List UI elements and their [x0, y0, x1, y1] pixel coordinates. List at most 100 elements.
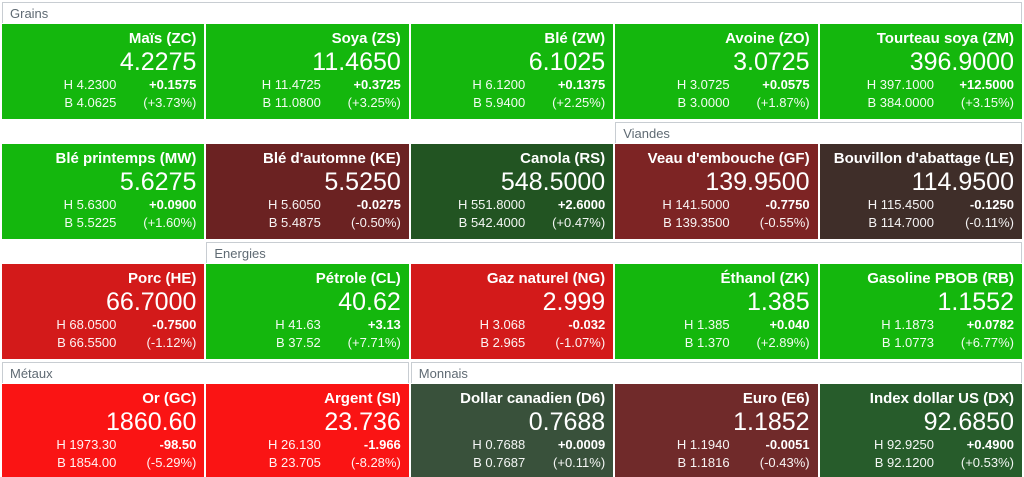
quote-change: +12.5000 — [959, 77, 1014, 93]
low-value: 2.965 — [492, 335, 526, 351]
quote-low: B 37.52 — [276, 334, 321, 352]
quote-change-pct: (+6.77%) — [960, 335, 1014, 351]
high-label: H — [63, 77, 73, 93]
quote-tile-dx[interactable]: Index dollar US (DX) 92.6850 H 92.9250 +… — [819, 384, 1022, 477]
quote-price: 6.1025 — [528, 47, 606, 76]
quote-tile-zc[interactable]: Maïs (ZC) 4.2275 H 4.2300 +0.1575 B 4.06… — [2, 24, 205, 119]
quote-change: -0.7750 — [765, 197, 810, 213]
quote-low-row: B 1.0773 (+6.77%) — [828, 334, 1014, 352]
quote-low: B 11.0800 — [262, 94, 320, 112]
section-label: Métaux — [10, 365, 53, 381]
quote-change: -1.966 — [363, 437, 401, 453]
quote-high-row: H 11.4725 +0.3725 — [214, 76, 401, 94]
quote-change-pct: (+7.71%) — [347, 335, 401, 351]
high-value: 5.6300 — [76, 197, 117, 213]
quote-low: B 1.0773 — [882, 334, 934, 352]
section-label: Viandes — [623, 125, 670, 141]
quote-tile-ke[interactable]: Blé d'automne (KE) 5.5250 H 5.6050 -0.02… — [206, 144, 409, 239]
quote-tile-mw[interactable]: Blé printemps (MW) 5.6275 H 5.6300 +0.09… — [2, 144, 205, 239]
quote-title: Gasoline PBOB (RB) — [867, 270, 1014, 287]
section-header-band: Energies — [2, 242, 1022, 263]
quote-tile-zk[interactable]: Éthanol (ZK) 1.385 H 1.385 +0.040 B 1.37… — [615, 264, 818, 359]
quote-tile-zs[interactable]: Soya (ZS) 11.4650 H 11.4725 +0.3725 B 11… — [206, 24, 409, 119]
quote-tile-rb[interactable]: Gasoline PBOB (RB) 1.1552 H 1.1873 +0.07… — [819, 264, 1022, 359]
quote-high: H 0.7688 — [472, 436, 525, 454]
high-label: H — [676, 77, 687, 93]
quote-change: +3.13 — [367, 317, 401, 333]
quote-high-row: H 5.6050 -0.0275 — [214, 196, 401, 214]
quote-price: 40.62 — [338, 287, 401, 316]
quote-tile-zw[interactable]: Blé (ZW) 6.1025 H 6.1200 +0.1375 B 5.940… — [410, 24, 614, 119]
low-value: 92.1200 — [886, 455, 934, 471]
low-value: 4.0625 — [76, 95, 117, 111]
high-label: H — [56, 437, 66, 453]
high-value: 1.1940 — [689, 437, 730, 453]
quote-change-pct: (+0.47%) — [552, 215, 606, 231]
quote-high-row: H 1973.30 -98.50 — [10, 436, 196, 454]
low-value: 11.0800 — [274, 95, 321, 111]
quote-title: Blé printemps (MW) — [55, 150, 197, 167]
high-label: H — [479, 317, 490, 333]
quote-low-row: B 23.705 (-8.28%) — [214, 454, 401, 472]
quote-price: 396.9000 — [909, 47, 1014, 76]
quote-low: B 92.1200 — [875, 454, 934, 472]
quote-change: -0.1250 — [969, 197, 1014, 213]
quote-high: H 1973.30 — [56, 436, 116, 454]
high-label: H — [676, 437, 687, 453]
quote-low-row: B 5.4875 (-0.50%) — [214, 214, 401, 232]
quote-tile-he[interactable]: Porc (HE) 66.7000 H 68.0500 -0.7500 B 66… — [2, 264, 205, 359]
quote-tile-si[interactable]: Argent (SI) 23.736 H 26.130 -1.966 B 23.… — [206, 384, 409, 477]
quote-tile-e6[interactable]: Euro (E6) 1.1852 H 1.1940 -0.0051 B 1.18… — [615, 384, 818, 477]
quote-title: Tourteau soya (ZM) — [876, 30, 1014, 47]
quote-high-row: H 68.0500 -0.7500 — [10, 316, 196, 334]
quote-price: 548.5000 — [500, 167, 606, 196]
quote-tile-rs[interactable]: Canola (RS) 548.5000 H 551.8000 +2.6000 … — [410, 144, 614, 239]
quote-tile-gf[interactable]: Veau d'embouche (GF) 139.9500 H 141.5000… — [615, 144, 818, 239]
low-label: B — [868, 215, 878, 231]
quote-price: 114.9500 — [911, 167, 1014, 196]
quote-high: H 5.6050 — [268, 196, 321, 214]
low-label: B — [881, 335, 891, 351]
high-value: 397.1000 — [879, 77, 934, 93]
quote-tile-zo[interactable]: Avoine (ZO) 3.0725 H 3.0725 +0.0575 B 3.… — [615, 24, 818, 119]
low-label: B — [473, 95, 482, 111]
high-value: 115.4500 — [880, 197, 934, 213]
quote-price: 5.6275 — [119, 167, 197, 196]
quote-high-row: H 4.2300 +0.1575 — [10, 76, 197, 94]
quote-change: +0.1575 — [149, 77, 197, 93]
low-value: 384.0000 — [879, 95, 934, 111]
low-label: B — [684, 335, 694, 351]
quote-tile-le[interactable]: Bouvillon d'abattage (LE) 114.9500 H 115… — [819, 144, 1022, 239]
quote-tile-zm[interactable]: Tourteau soya (ZM) 396.9000 H 397.1000 +… — [819, 24, 1022, 119]
quote-tile-ng[interactable]: Gaz naturel (NG) 2.999 H 3.068 -0.032 B … — [410, 264, 614, 359]
quote-change: +2.6000 — [557, 197, 606, 213]
quote-low-row: B 114.7000 (-0.11%) — [828, 214, 1014, 232]
quote-high: H 41.63 — [275, 316, 321, 334]
high-value: 1.385 — [697, 317, 730, 333]
quote-title: Euro (E6) — [742, 390, 810, 407]
quote-low: B 0.7687 — [473, 454, 525, 472]
low-value: 3.0000 — [689, 95, 730, 111]
quote-high: H 141.5000 — [662, 196, 729, 214]
quote-low-row: B 66.5500 (-1.12%) — [10, 334, 196, 352]
quote-high-row: H 115.4500 -0.1250 — [828, 196, 1014, 214]
high-label: H — [63, 197, 73, 213]
quote-low-row: B 1.1816 (-0.43%) — [623, 454, 810, 472]
low-value: 5.5225 — [76, 215, 117, 231]
quote-tile-d6[interactable]: Dollar canadien (D6) 0.7688 H 0.7688 +0.… — [410, 384, 614, 477]
low-label: B — [268, 215, 278, 231]
quote-tile-gc[interactable]: Or (GC) 1860.60 H 1973.30 -98.50 B 1854.… — [2, 384, 205, 477]
quote-high-row: H 141.5000 -0.7750 — [623, 196, 809, 214]
quote-high-row: H 397.1000 +12.5000 — [828, 76, 1014, 94]
quote-title: Soya (ZS) — [331, 30, 401, 47]
quote-price: 92.6850 — [923, 407, 1014, 436]
quote-high: H 3.068 — [480, 316, 526, 334]
quote-change: +0.0900 — [149, 197, 197, 213]
quote-low-row: B 1854.00 (-5.29%) — [10, 454, 196, 472]
quote-tile-cl[interactable]: Pétrole (CL) 40.62 H 41.63 +3.13 B 37.52… — [206, 264, 409, 359]
low-value: 1.0773 — [894, 335, 934, 351]
low-label: B — [480, 335, 490, 351]
quote-change-pct: (+3.15%) — [960, 95, 1014, 111]
section-header-band: Métaux Monnais — [2, 362, 1022, 383]
